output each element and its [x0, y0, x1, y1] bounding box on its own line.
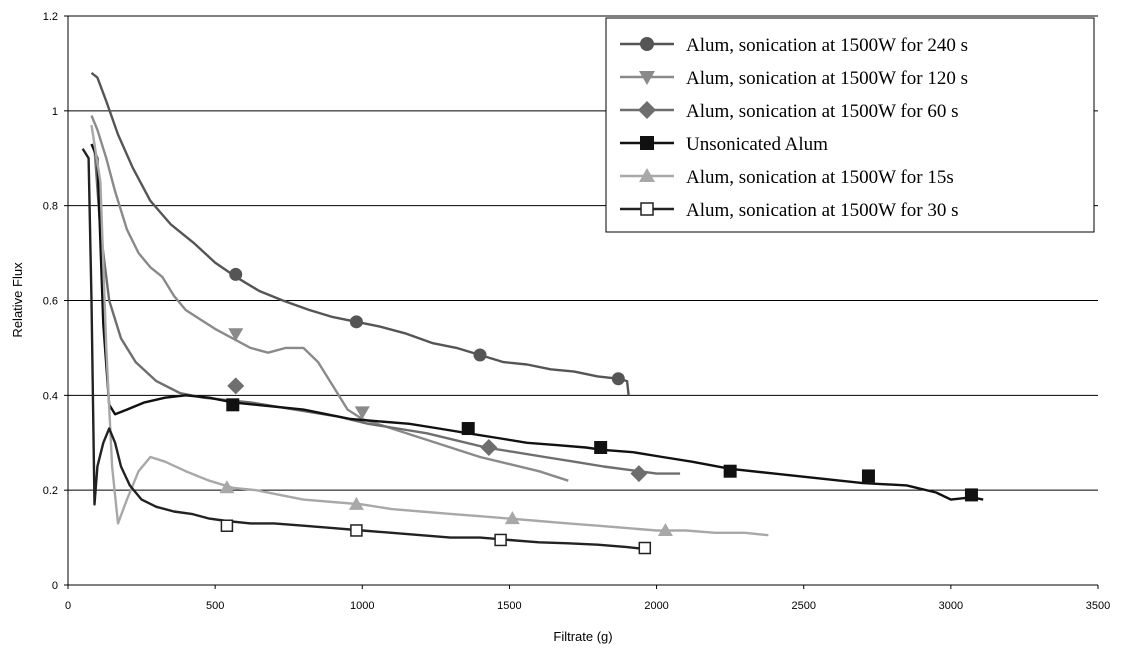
series-6-marker: [350, 524, 363, 537]
y-tick-label: 0: [52, 580, 58, 592]
legend-marker: [639, 71, 655, 85]
series-5-marker: [348, 496, 364, 510]
legend-label: Unsonicated Alum: [686, 134, 828, 155]
series-line-3: [93, 148, 681, 475]
series-2-marker: [354, 406, 370, 420]
x-axis-title: Filtrate (g): [553, 629, 612, 644]
legend-marker: [639, 168, 655, 182]
x-tick-label: 2500: [791, 600, 815, 612]
series-lines: [81, 71, 984, 551]
legend-label: Alum, sonication at 1500W for 60 s: [686, 101, 958, 122]
series-4-marker: [226, 398, 240, 412]
x-tick-label: 2000: [644, 600, 668, 612]
series-1-marker: [229, 267, 243, 281]
series-markers: [219, 267, 978, 555]
series-3-marker: [227, 377, 245, 395]
legend-marker: [640, 202, 654, 216]
y-tick-label: 0.8: [43, 201, 58, 213]
y-axis-title: Relative Flux: [10, 262, 25, 338]
series-5-marker: [657, 522, 673, 536]
series-6-marker: [638, 541, 652, 555]
series-3-marker: [480, 438, 498, 456]
legend-marker: [640, 37, 654, 51]
legend-marker: [640, 136, 654, 150]
series-5-marker: [219, 480, 235, 494]
x-tick-label: 3500: [1086, 600, 1110, 612]
legend-marker: [638, 101, 656, 119]
x-tick-label: 0: [65, 600, 71, 612]
legend-label: Alum, sonication at 1500W for 15s: [686, 167, 954, 188]
y-tick-label: 1.2: [43, 11, 58, 23]
series-2-marker: [228, 328, 244, 342]
y-tick-labels: 0 0.2 0.4 0.6 0.8 1 1.2: [43, 11, 68, 592]
x-tick-label: 1500: [497, 600, 521, 612]
series-1-marker: [349, 315, 363, 329]
series-6-marker: [494, 533, 507, 547]
y-tick-label: 0.6: [43, 296, 58, 308]
x-tick-label: 500: [206, 600, 224, 612]
legend-label: Alum, sonication at 1500W for 30 s: [686, 200, 958, 221]
series-4-marker: [723, 464, 737, 478]
series-line-5: [90, 124, 769, 537]
y-tick-label: 0.4: [43, 390, 58, 402]
legend: Alum, sonication at 1500W for 240 s Alum,…: [605, 17, 1095, 233]
series-line-2: [90, 115, 569, 482]
series-1-marker: [473, 348, 487, 362]
series-6-marker: [220, 519, 234, 532]
series-4-marker: [861, 469, 875, 483]
y-tick-label: 1: [52, 106, 58, 118]
series-5-marker: [504, 511, 520, 525]
x-tick-label: 3000: [939, 600, 963, 612]
legend-label: Alum, sonication at 1500W for 120 s: [686, 68, 968, 89]
legend-label: Alum, sonication at 1500W for 240 s: [686, 35, 968, 56]
series-4-marker: [461, 422, 475, 436]
series-line-4: [90, 143, 984, 501]
series-1-marker: [611, 372, 625, 386]
series-4-marker: [594, 440, 608, 454]
series-line-6: [81, 148, 650, 551]
legend-box: [605, 17, 1095, 233]
x-tick-labels: 0 500 1000 1500 2000 2500 3000 3500: [65, 585, 1110, 612]
series-line-1: [90, 71, 630, 396]
series-4-marker: [964, 488, 978, 502]
y-tick-label: 0.2: [43, 485, 58, 497]
x-tick-label: 1000: [350, 600, 374, 612]
series-3-marker: [630, 465, 648, 483]
